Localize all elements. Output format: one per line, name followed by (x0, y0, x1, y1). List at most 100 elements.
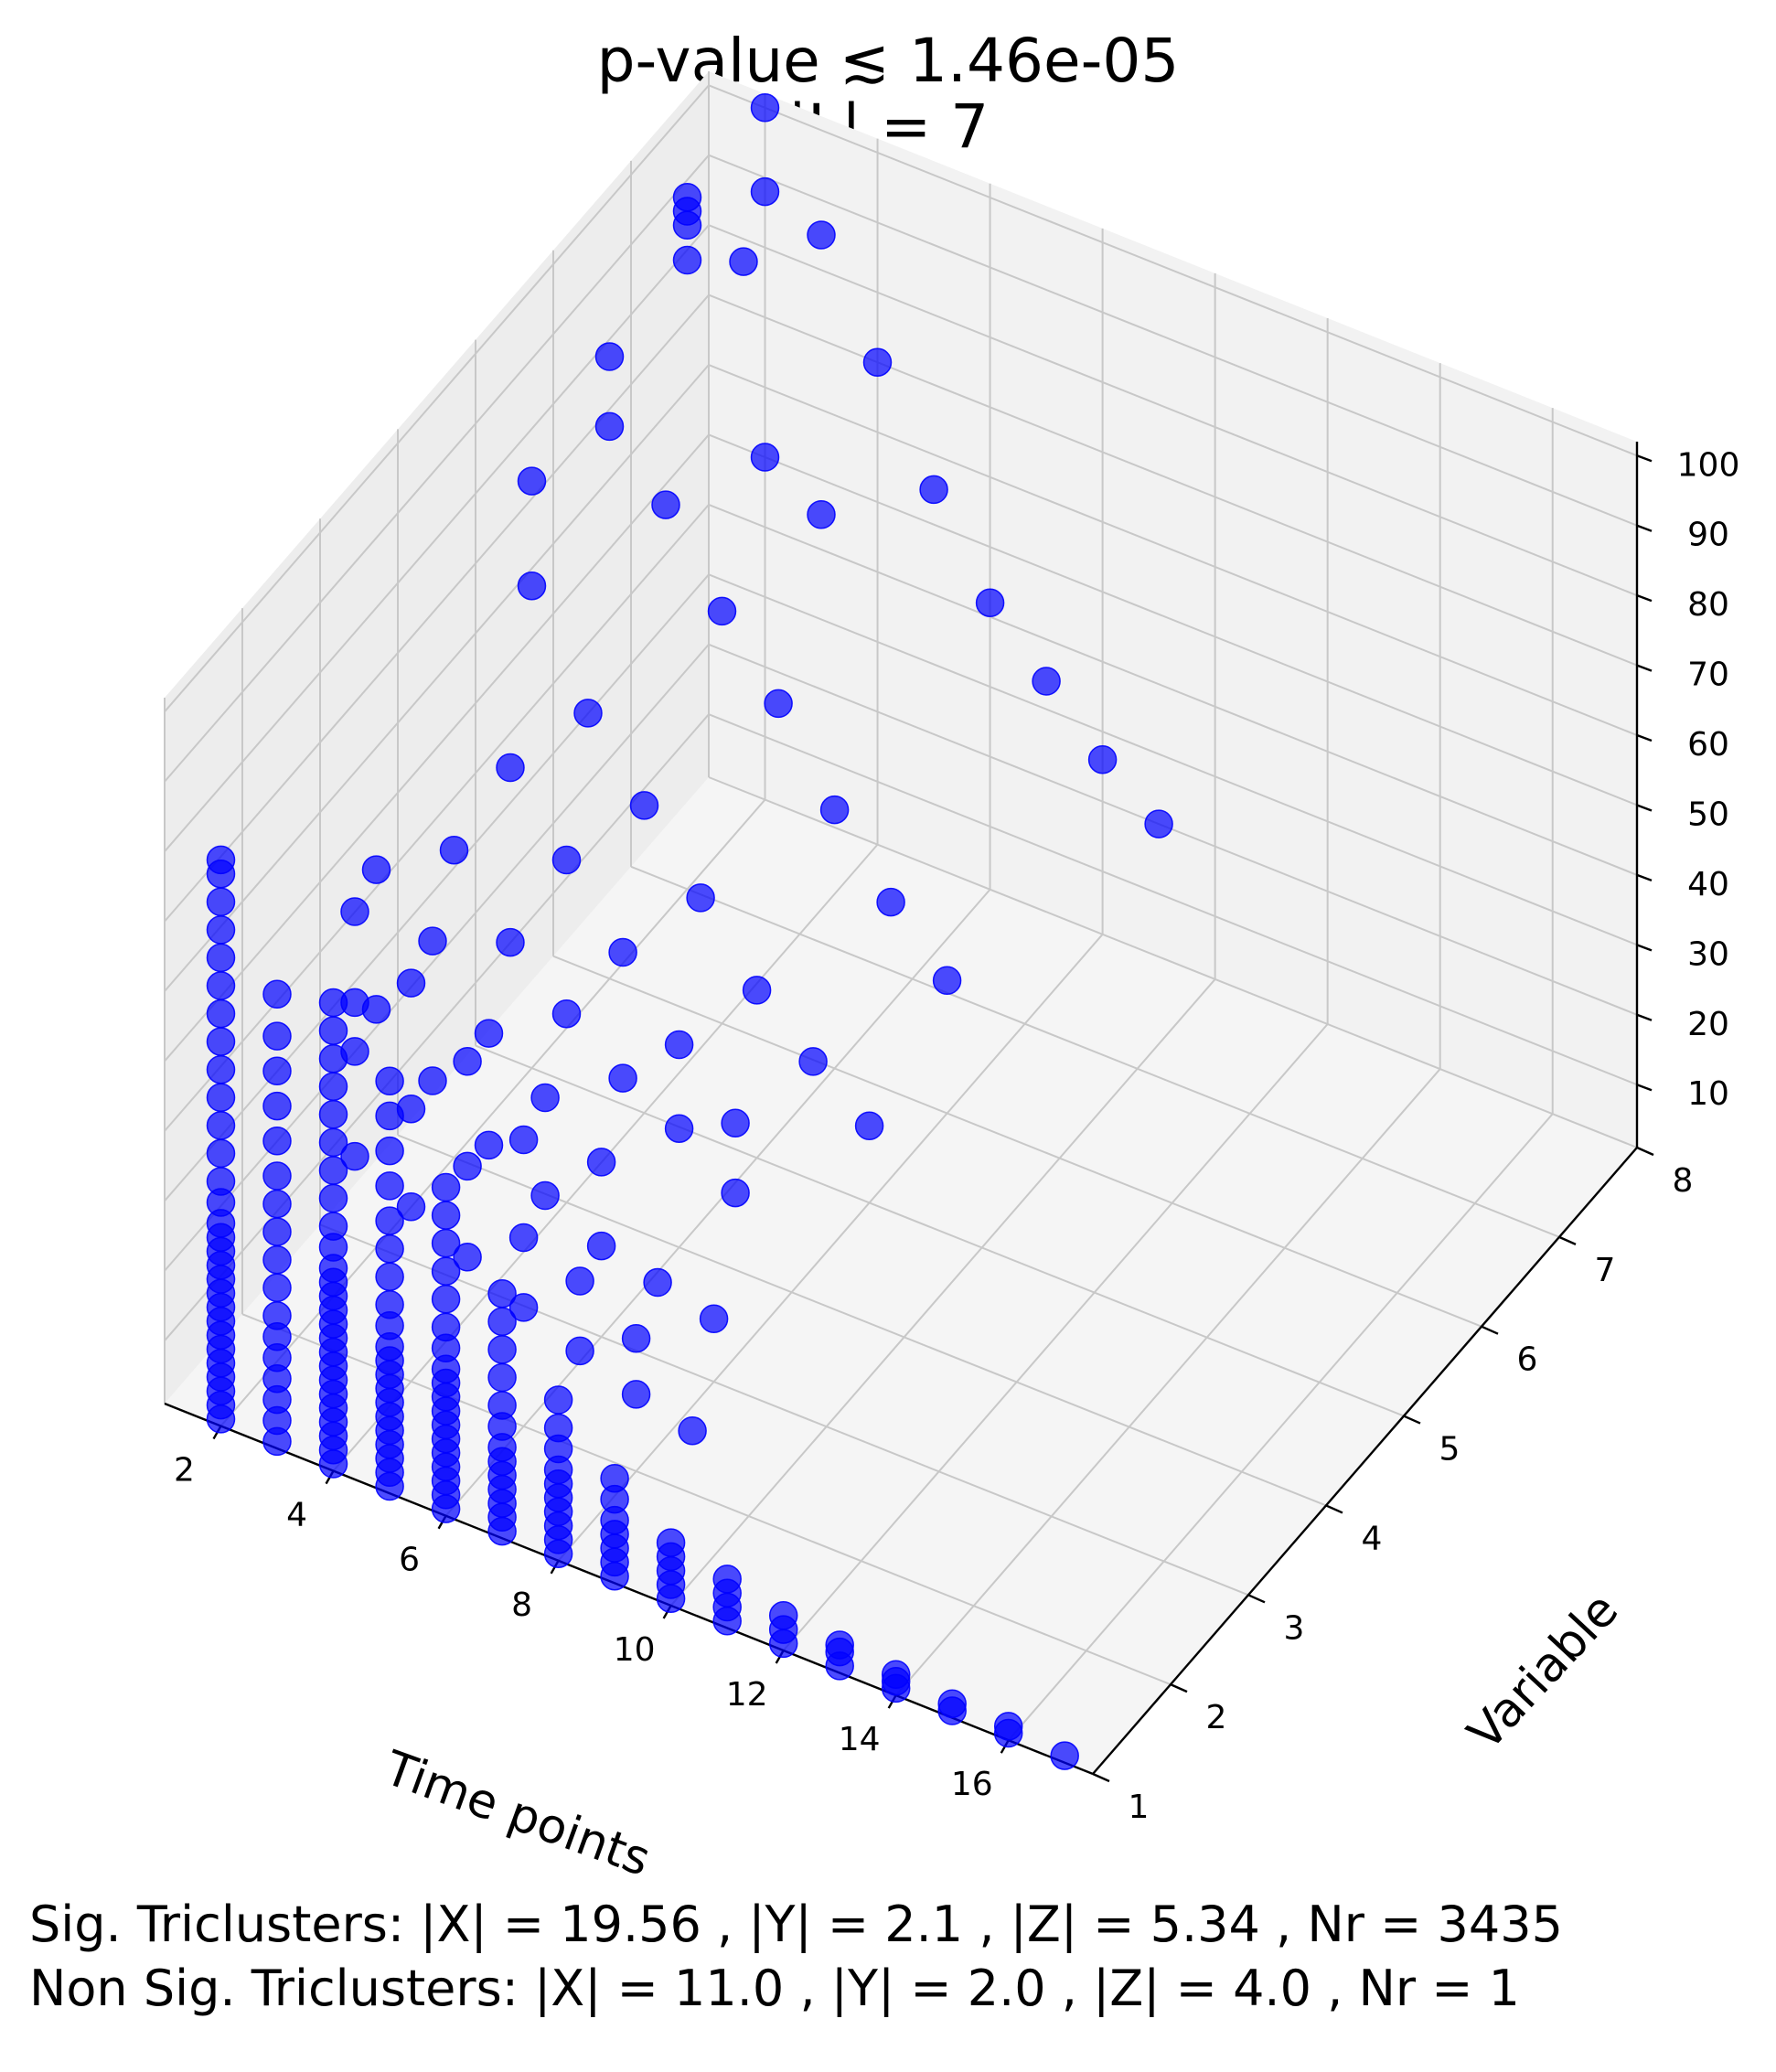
grid-z-back (708, 294, 1638, 667)
data-point (262, 1127, 292, 1156)
data-point (551, 845, 582, 875)
z-tick-mark (1636, 733, 1653, 742)
data-point (474, 1019, 504, 1048)
grid-z-left (164, 504, 710, 1132)
grid-z-back (708, 643, 1638, 1016)
data-point (530, 1083, 560, 1113)
data-point (807, 220, 836, 250)
data-point (517, 571, 547, 601)
data-point (206, 999, 236, 1029)
data-point (937, 1689, 967, 1719)
data-point (206, 1111, 236, 1140)
data-point (262, 1244, 292, 1275)
y-tick-mark (1481, 1325, 1499, 1335)
back-pane (709, 71, 1637, 1148)
data-point (318, 988, 348, 1018)
data-point (764, 689, 793, 719)
data-point (474, 1130, 504, 1160)
data-point (862, 347, 893, 377)
data-point (418, 926, 447, 956)
data-point (396, 968, 426, 998)
grid-z-back (708, 364, 1638, 736)
grid-x-floor (669, 978, 1216, 1607)
data-point (206, 1027, 236, 1056)
data-point (206, 1167, 236, 1196)
data-point (206, 1054, 236, 1084)
data-point (206, 887, 236, 917)
z-tick-mark (1636, 1084, 1653, 1092)
data-point (431, 1256, 461, 1286)
grid-z-back (708, 154, 1638, 527)
data-point (819, 795, 850, 825)
data-point (206, 1138, 236, 1169)
grid-z-back (708, 84, 1638, 457)
y-tick-label: 7 (1595, 1252, 1616, 1289)
data-point (375, 1234, 404, 1264)
grid-z-left (164, 573, 710, 1202)
data-point (551, 999, 582, 1029)
data-point (396, 1191, 426, 1222)
data-point (375, 1136, 404, 1166)
data-point (608, 937, 637, 967)
z-tick-label: 80 (1687, 586, 1729, 624)
grid-y-floor (319, 1223, 1249, 1597)
chart-title-line-1: p-value ≲ 1.46e-05 (596, 26, 1180, 96)
y-tick-mark (1247, 1594, 1266, 1604)
grid-z-left (164, 713, 710, 1341)
data-point (721, 1108, 750, 1137)
data-point (517, 466, 547, 496)
data-point (318, 1016, 348, 1045)
data-point (919, 475, 948, 505)
z-tick-mark (1636, 944, 1653, 952)
data-point (807, 500, 836, 529)
data-point (881, 1660, 911, 1689)
data-point (262, 1056, 292, 1086)
data-point (686, 883, 715, 913)
z-tick-label: 70 (1687, 657, 1729, 694)
z-tick-label: 20 (1687, 1006, 1729, 1043)
z-tick-mark (1636, 524, 1653, 532)
x-tick-label: 14 (839, 1721, 881, 1758)
x-tick-label: 10 (614, 1631, 656, 1669)
data-point (594, 411, 625, 442)
data-point (262, 1189, 292, 1219)
data-point (629, 791, 659, 820)
data-point (453, 1047, 482, 1076)
data-point (678, 1415, 707, 1446)
y-tick-label: 1 (1129, 1789, 1150, 1826)
data-point (932, 966, 962, 996)
data-point (729, 247, 758, 276)
data-point (664, 1030, 694, 1060)
grid-y-floor (552, 955, 1482, 1328)
data-point (508, 1125, 539, 1155)
data-point (594, 342, 625, 371)
data-point (656, 1528, 686, 1557)
tick-labels: 2468101214161234567810203040506070809010… (174, 446, 1739, 1826)
data-point (1032, 667, 1061, 696)
data-point (375, 1206, 404, 1235)
grid-x-floor (557, 934, 1104, 1562)
grid-z-left (164, 364, 710, 992)
y-tick-label: 8 (1673, 1162, 1694, 1200)
grid-z-back (708, 713, 1638, 1086)
data-point (262, 1161, 292, 1191)
data-point (750, 443, 780, 472)
grid-x-floor (894, 1068, 1441, 1696)
grid-z-left (164, 84, 710, 712)
data-point (206, 1083, 236, 1113)
y-tick-label: 4 (1362, 1520, 1383, 1557)
y-axis-line (1092, 1147, 1638, 1775)
data-point (750, 176, 780, 207)
data-point (993, 1712, 1023, 1741)
data-point (508, 1223, 539, 1253)
data-point (721, 1178, 750, 1208)
z-tick-label: 60 (1687, 726, 1729, 764)
data-point (318, 1100, 348, 1129)
grid-z-back (708, 433, 1638, 806)
y-tick-mark (1092, 1772, 1110, 1783)
data-points (206, 93, 1173, 1770)
data-point (206, 845, 236, 875)
z-tick-mark (1636, 804, 1653, 812)
data-point (375, 1262, 404, 1291)
grid-x-floor (219, 798, 766, 1427)
